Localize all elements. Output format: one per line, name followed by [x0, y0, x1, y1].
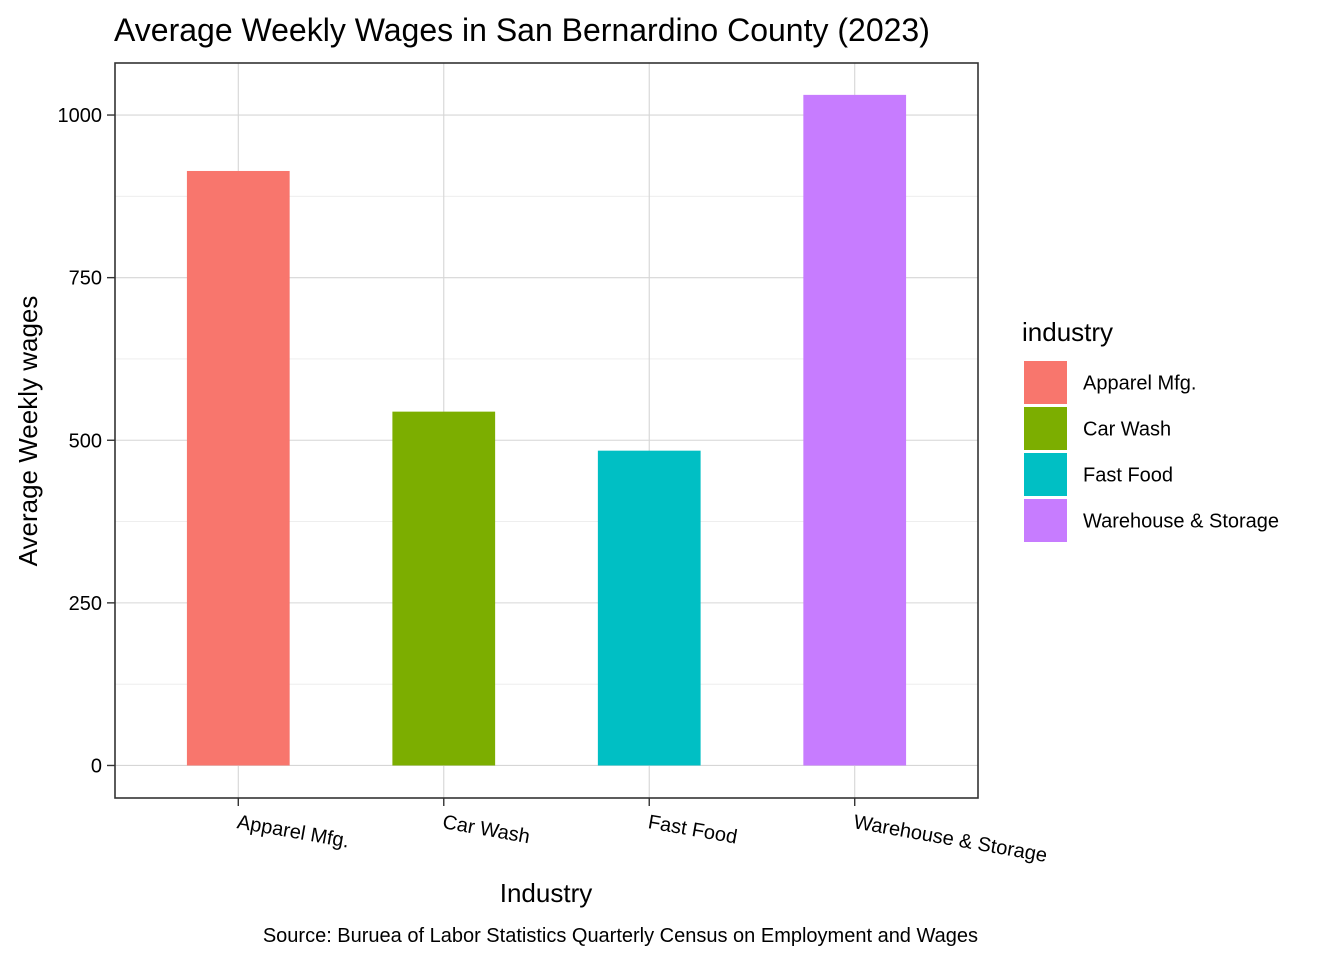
y-tick-label: 750 [69, 268, 102, 290]
legend-title: industry [1022, 317, 1113, 347]
chart-title: Average Weekly Wages in San Bernardino C… [114, 12, 930, 48]
x-tick-label: Warehouse & Storage [852, 811, 1049, 867]
legend-key [1024, 407, 1067, 450]
y-axis: 0 250 500 750 1000 [58, 105, 115, 777]
x-tick-label: Fast Food [646, 811, 738, 848]
x-tick-label: Apparel Mfg. [235, 811, 350, 852]
legend-label: Fast Food [1083, 465, 1173, 487]
y-axis-title: Average Weekly wages [13, 296, 43, 567]
legend-items: Apparel Mfg. Car Wash Fast Food Warehouse &… [1024, 361, 1279, 542]
legend-key [1024, 499, 1067, 542]
bar-fast-food [597, 450, 701, 766]
x-tick-label: Car Wash [441, 811, 532, 848]
x-axis: Apparel Mfg. Car Wash Fast Food Warehouse &… [235, 798, 1049, 867]
legend-label: Car Wash [1083, 419, 1171, 441]
chart-caption: Source: Buruea of Labor Statistics Quart… [263, 925, 978, 947]
bars [186, 94, 907, 766]
bar-apparel-mfg [186, 170, 290, 766]
bar-car-wash [392, 411, 496, 766]
legend-label: Warehouse & Storage [1083, 511, 1279, 533]
y-tick-label: 0 [91, 755, 102, 777]
legend: industry Apparel Mfg. Car Wash Fast Food Wa… [1022, 317, 1279, 542]
legend-key [1024, 453, 1067, 496]
plot-panel-border [114, 62, 979, 799]
legend-key [1024, 361, 1067, 404]
bar-warehouse-storage [803, 94, 907, 766]
legend-label: Apparel Mfg. [1083, 373, 1196, 395]
y-tick-label: 250 [69, 593, 102, 615]
y-tick-label: 1000 [58, 105, 103, 127]
y-tick-label: 500 [69, 430, 102, 452]
x-axis-title: Industry [500, 878, 593, 908]
